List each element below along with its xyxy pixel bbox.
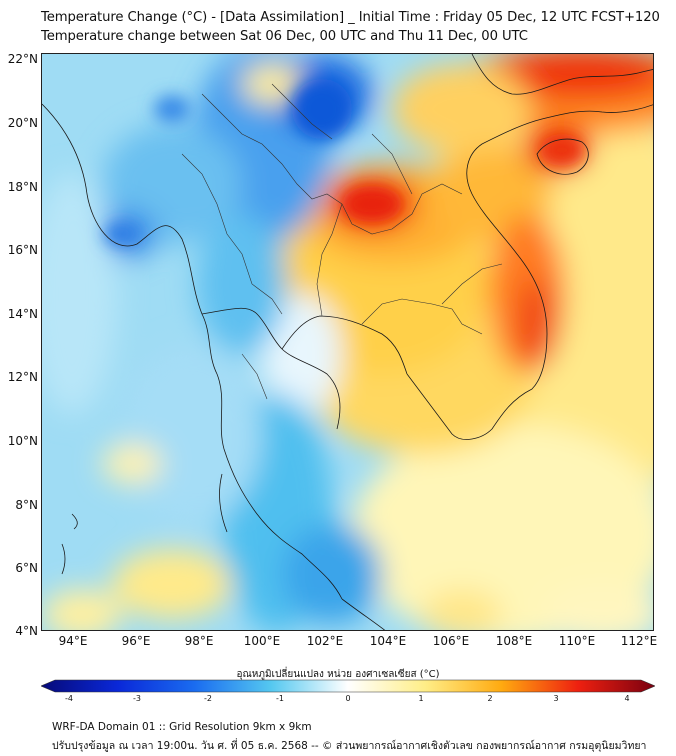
map-canvas [42,54,653,630]
map-title: Temperature Change (°C) - [Data Assimila… [41,10,660,25]
footer-model-info: WRF-DA Domain 01 :: Grid Resolution 9km … [52,721,312,733]
lat-label-18: 18°N [7,180,38,194]
lat-label-6: 6°N [15,561,38,575]
lat-label-4: 4°N [15,624,38,638]
lon-label-110: 110°E [558,634,596,648]
temperature-change-map [41,53,654,631]
footer-update-info: ปรับปรุงข้อมูล ณ เวลา 19:00น. วัน ศ. ที่… [52,740,647,752]
lat-label-20: 20°N [7,116,38,130]
colorbar-bar [41,679,655,693]
lon-label-96: 96°E [121,634,151,648]
lon-label-98: 98°E [184,634,214,648]
map-subtitle: Temperature change between Sat 06 Dec, 0… [41,29,528,44]
colorbar-tick-neg1: -1 [276,694,284,703]
colorbar-tick-zero: 0 [345,694,351,703]
colorbar-tick-pos2: 2 [487,694,493,703]
lon-label-112: 112°E [620,634,658,648]
colorbar-tick-pos4: 4 [624,694,630,703]
colorbar-tick-neg4: -4 [65,694,73,703]
political-borders [181,83,503,400]
temperature-detail [104,79,584,246]
lat-label-12: 12°N [7,370,38,384]
lon-label-102: 102°E [306,634,344,648]
colorbar-tick-neg3: -3 [133,694,141,703]
lat-label-8: 8°N [15,498,38,512]
lat-label-16: 16°N [7,243,38,257]
lat-label-22: 22°N [7,52,38,66]
coastlines [42,54,653,630]
colorbar-title: อุณหภูมิเปลี่ยนแปลง หน่วย องศาเซลเซียส (… [236,669,440,680]
lon-label-100: 100°E [243,634,281,648]
colorbar [41,679,655,693]
colorbar-tick-pos1: 1 [418,694,424,703]
lon-label-94: 94°E [58,634,88,648]
lon-label-104: 104°E [369,634,407,648]
colorbar-tick-pos3: 3 [553,694,559,703]
lon-label-106: 106°E [432,634,470,648]
colorbar-tick-neg2: -2 [204,694,212,703]
lat-label-10: 10°N [7,434,38,448]
lon-label-108: 108°E [495,634,533,648]
lat-label-14: 14°N [7,307,38,321]
